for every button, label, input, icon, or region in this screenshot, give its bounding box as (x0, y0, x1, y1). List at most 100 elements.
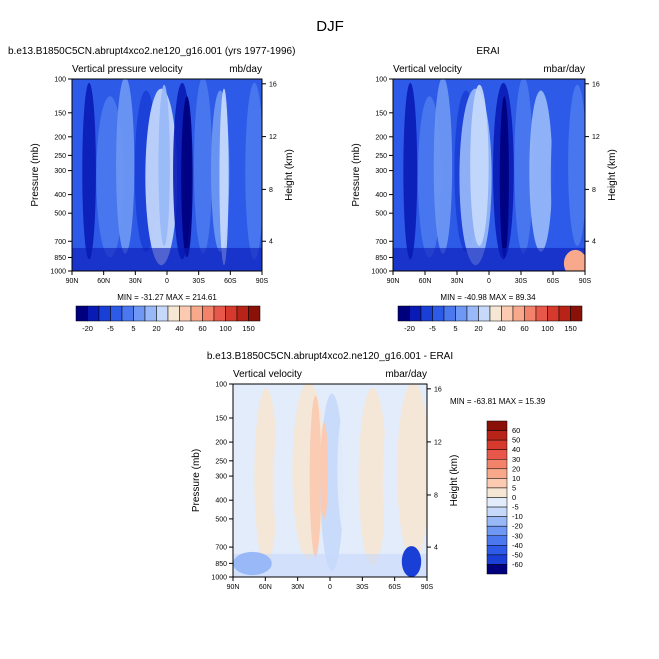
y2-tick-label: 16 (434, 386, 442, 393)
colorbar-label: 60 (198, 324, 206, 333)
colorbar-swatch (121, 305, 134, 322)
contour-band (193, 79, 213, 254)
panel-difference-plot: 90N 60N 30N 0 30S 60S 90S 100 150 200 250 300 400 500… (191, 382, 460, 592)
colorbar-label: -60 (512, 560, 523, 569)
y-tick-label: 250 (215, 458, 227, 465)
colorbar-swatch (443, 305, 456, 322)
colorbar-swatch (486, 487, 508, 498)
y-tick-label: 400 (215, 498, 227, 505)
panel-erai-stats: MIN = -40.98 MAX = 89.34 (440, 293, 536, 302)
y-tick-label: 1000 (371, 269, 387, 276)
colorbar-swatch (202, 305, 215, 322)
panel-difference-title: b.e13.B1850C5CN.abrupt4xco2.ne120_g16.00… (207, 351, 453, 362)
colorbar-swatch (486, 478, 508, 489)
y-tick-label: 1000 (211, 575, 227, 582)
y-tick-label: 700 (215, 545, 227, 552)
colorbar-label: 20 (152, 324, 160, 333)
panel-erai-units: mbar/day (543, 64, 585, 75)
colorbar-swatch (87, 305, 100, 322)
colorbar-label: -5 (107, 324, 114, 333)
contour-band (499, 96, 509, 258)
x-tick-label: 60S (224, 278, 237, 285)
colorbar-swatch (489, 305, 502, 322)
colorbar-swatch (512, 305, 525, 322)
colorbar-swatch (535, 305, 548, 322)
contour-band (181, 96, 193, 258)
colorbar-swatch (486, 420, 508, 431)
colorbar-swatch (501, 305, 514, 322)
colorbar-label: -10 (512, 512, 523, 521)
colorbar-swatch (486, 468, 508, 479)
colorbar-swatch (486, 545, 508, 556)
y2-axis-label: Height (km) (449, 455, 460, 507)
colorbar-swatch (397, 305, 410, 322)
boundary-layer-band (233, 553, 427, 577)
panel-erai-colorbar: -20 -5 5 20 40 60 100 150 (397, 305, 583, 333)
colorbar-swatch (144, 305, 157, 322)
y2-axis-label: Height (km) (284, 149, 295, 201)
y2-tick-label: 8 (592, 187, 596, 194)
y-tick-label: 250 (375, 153, 387, 160)
colorbar-swatch (110, 305, 123, 322)
y2-tick-label: 4 (434, 545, 438, 552)
colorbar-label: -50 (512, 550, 523, 559)
panel-model-stats: MIN = -31.27 MAX = 214.61 (117, 293, 217, 302)
y2-tick-label: 12 (269, 134, 277, 141)
colorbar-label: 60 (512, 426, 520, 435)
contour-band (230, 84, 249, 247)
contour-band (337, 389, 366, 552)
x-tick-label: 60N (259, 584, 272, 591)
panel-model-plot: 90N 60N 30N 0 30S 60S 90S 100 150 200 250 300 400 500… (30, 77, 295, 286)
colorbar-swatch (133, 305, 146, 322)
y2-tick-label: 12 (434, 439, 442, 446)
y-tick-label: 100 (215, 382, 227, 389)
contour-band (433, 79, 453, 254)
colorbar-swatch (98, 305, 111, 322)
x-tick-label: 0 (328, 584, 332, 591)
panel-erai-left-string: Vertical velocity (393, 64, 462, 75)
panel-model-title: b.e13.B1850C5CN.abrupt4xco2.ne120_g16.00… (8, 46, 295, 57)
x-tick-label: 60S (547, 278, 560, 285)
contour-band (82, 82, 96, 260)
colorbar-label: 40 (512, 445, 520, 454)
panel-erai: ERAI Vertical velocity mbar/day 90N 60N 30… (351, 46, 618, 333)
y-tick-label: 300 (54, 168, 66, 175)
y-tick-label: 850 (54, 255, 66, 262)
colorbar-label: 50 (512, 436, 520, 445)
colorbar-swatch (432, 305, 445, 322)
colorbar-swatch (486, 439, 508, 450)
y-tick-label: 500 (54, 211, 66, 218)
positive-patch (563, 249, 585, 271)
colorbar-label: 150 (564, 324, 577, 333)
colorbar-swatch (167, 305, 180, 322)
colorbar-swatch (486, 430, 508, 441)
y2-axis-label: Height (km) (607, 149, 618, 201)
colorbar-swatch (420, 305, 433, 322)
contour-band (470, 84, 489, 247)
y-axis-label: Pressure (mb) (351, 143, 362, 206)
contour-band (403, 82, 418, 260)
colorbar-swatch (558, 305, 571, 322)
y-tick-label: 150 (215, 415, 227, 422)
colorbar-swatch (225, 305, 238, 322)
colorbar-label: 20 (474, 324, 482, 333)
y-tick-label: 400 (375, 192, 387, 199)
colorbar-label: 60 (520, 324, 528, 333)
colorbar-swatch (190, 305, 203, 322)
x-tick-label: 30S (356, 584, 369, 591)
colorbar-swatch (547, 305, 560, 322)
field-contours (233, 384, 427, 577)
y-tick-label: 100 (54, 77, 66, 84)
colorbar-swatch (486, 535, 508, 546)
y-tick-label: 200 (54, 134, 66, 141)
x-tick-label: 90S (579, 278, 592, 285)
y-tick-label: 200 (215, 440, 227, 447)
y2-tick-label: 4 (269, 239, 273, 246)
y-tick-label: 200 (375, 134, 387, 141)
colorbar-label: -5 (429, 324, 436, 333)
colorbar-swatch (236, 305, 249, 322)
contour-band (550, 88, 570, 266)
x-tick-label: 90N (387, 278, 400, 285)
y-tick-label: 850 (215, 561, 227, 568)
colorbar-swatch (486, 459, 508, 470)
